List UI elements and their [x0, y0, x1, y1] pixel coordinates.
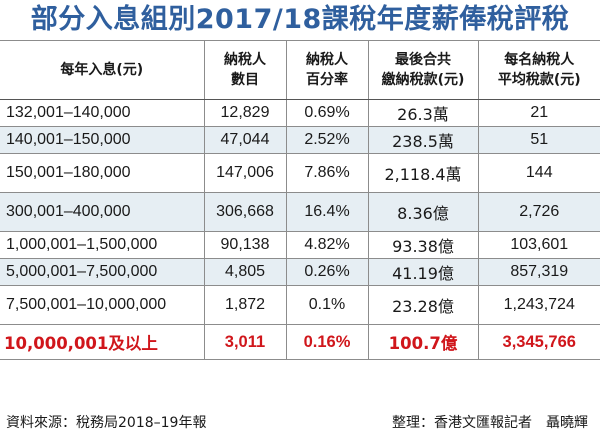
income-bracket-cell: 140,001–150,000	[0, 126, 204, 154]
header-line: 數目	[231, 72, 259, 88]
table-row: 140,001–150,000 47,044 2.52% 238.5萬 51	[0, 126, 600, 154]
header-average-tax: 每名納稅人平均稅款(元)	[477, 40, 600, 100]
table-row: 300,001–400,000 306,668 16.4% 8.36億 2,72…	[0, 192, 600, 232]
header-taxpayer-count: 納稅人 數目	[203, 40, 286, 100]
total-tax-cell: 26.3萬	[367, 99, 478, 127]
average-tax-cell: 2,726	[477, 192, 600, 232]
total-row: 10,000,001及以上 3,011 0.16% 100.7億 3,345,7…	[0, 324, 600, 360]
table-row: 7,500,001–10,000,000 1,872 0.1% 23.28億 1…	[0, 285, 600, 325]
taxpayer-count-cell: 90,138	[203, 231, 286, 259]
compiler-credit: 整理：香港文匯報記者 聶曉輝	[392, 415, 588, 431]
header-annual-income: 每年入息(元)	[0, 40, 204, 100]
taxpayer-percent-cell: 0.26%	[285, 258, 368, 286]
income-bracket-cell: 7,500,001–10,000,000	[0, 285, 204, 325]
average-tax-cell: 21	[477, 99, 600, 127]
header-total-tax-paid: 最後合共繳納稅款(元)	[367, 40, 478, 100]
income-bracket-cell: 150,001–180,000	[0, 153, 204, 193]
taxpayer-count-cell: 4,805	[203, 258, 286, 286]
average-tax-cell: 51	[477, 126, 600, 154]
total-tax-cell: 41.19億	[367, 258, 478, 286]
table-header-row: 每年入息(元) 納稅人數目 納稅人百分率 最後合共繳納稅款(元) 每名納稅人平均…	[0, 40, 600, 100]
taxpayer-percent-cell: 16.4%	[285, 192, 368, 232]
page-title: 部分入息組別2017/18課稅年度薪俸稅評稅	[30, 4, 570, 35]
header-line: 繳納稅款(元)	[381, 72, 465, 88]
tax-assessment-table: 每年入息(元) 納稅人數目 納稅人百分率 最後合共繳納稅款(元) 每名納稅人平均…	[0, 40, 600, 360]
total-tax-cell: 93.38億	[367, 231, 478, 259]
table-row: 150,001–180,000 147,006 7.86% 2,118.4萬 1…	[0, 153, 600, 193]
taxpayer-count-cell: 147,006	[203, 153, 286, 193]
header-taxpayer-percent: 納稅人 百分率	[285, 40, 368, 100]
taxpayer-count-cell: 47,044	[203, 126, 286, 154]
taxpayer-percent-cell: 2.52%	[285, 126, 368, 154]
header-line: 最後合共	[395, 52, 451, 68]
table-row: 132,001–140,000 12,829 0.69% 26.3萬 21	[0, 99, 600, 127]
taxpayer-percent-cell: 7.86%	[285, 153, 368, 193]
header-line: 納稅人	[224, 52, 266, 68]
taxpayer-percent-cell: 4.82%	[285, 231, 368, 259]
data-source-note: 資料來源：稅務局2018–19年報	[6, 415, 207, 431]
taxpayer-percent-cell: 0.16%	[285, 324, 368, 360]
table-row: 5,000,001–7,500,000 4,805 0.26% 41.19億 8…	[0, 258, 600, 286]
taxpayer-percent-cell: 0.1%	[285, 285, 368, 325]
table-row: 1,000,001–1,500,000 90,138 4.82% 93.38億 …	[0, 231, 600, 259]
taxpayer-count-cell: 1,872	[203, 285, 286, 325]
income-bracket-cell: 1,000,001–1,500,000	[0, 231, 204, 259]
income-bracket-cell: 132,001–140,000	[0, 99, 204, 127]
total-tax-cell: 238.5萬	[367, 126, 478, 154]
total-tax-cell: 100.7億	[367, 324, 478, 360]
taxpayer-count-cell: 306,668	[203, 192, 286, 232]
total-tax-cell: 23.28億	[367, 285, 478, 325]
footer: 資料來源：稅務局2018–19年報 整理：香港文匯報記者 聶曉輝	[0, 412, 600, 434]
header-line: 納稅人	[306, 52, 348, 68]
income-bracket-cell: 5,000,001–7,500,000	[0, 258, 204, 286]
average-tax-cell: 3,345,766	[477, 324, 600, 360]
average-tax-cell: 1,243,724	[477, 285, 600, 325]
income-bracket-cell: 300,001–400,000	[0, 192, 204, 232]
taxpayer-count-cell: 12,829	[203, 99, 286, 127]
taxpayer-percent-cell: 0.69%	[285, 99, 368, 127]
total-tax-cell: 8.36億	[367, 192, 478, 232]
taxpayer-count-cell: 3,011	[203, 324, 286, 360]
average-tax-cell: 857,319	[477, 258, 600, 286]
header-line: 每名納稅人	[504, 52, 575, 68]
income-bracket-cell: 10,000,001及以上	[0, 324, 204, 360]
header-line: 平均稅款(元)	[497, 72, 581, 88]
header-line: 百分率	[306, 72, 348, 88]
average-tax-cell: 103,601	[477, 231, 600, 259]
average-tax-cell: 144	[477, 153, 600, 193]
total-tax-cell: 2,118.4萬	[367, 153, 478, 193]
